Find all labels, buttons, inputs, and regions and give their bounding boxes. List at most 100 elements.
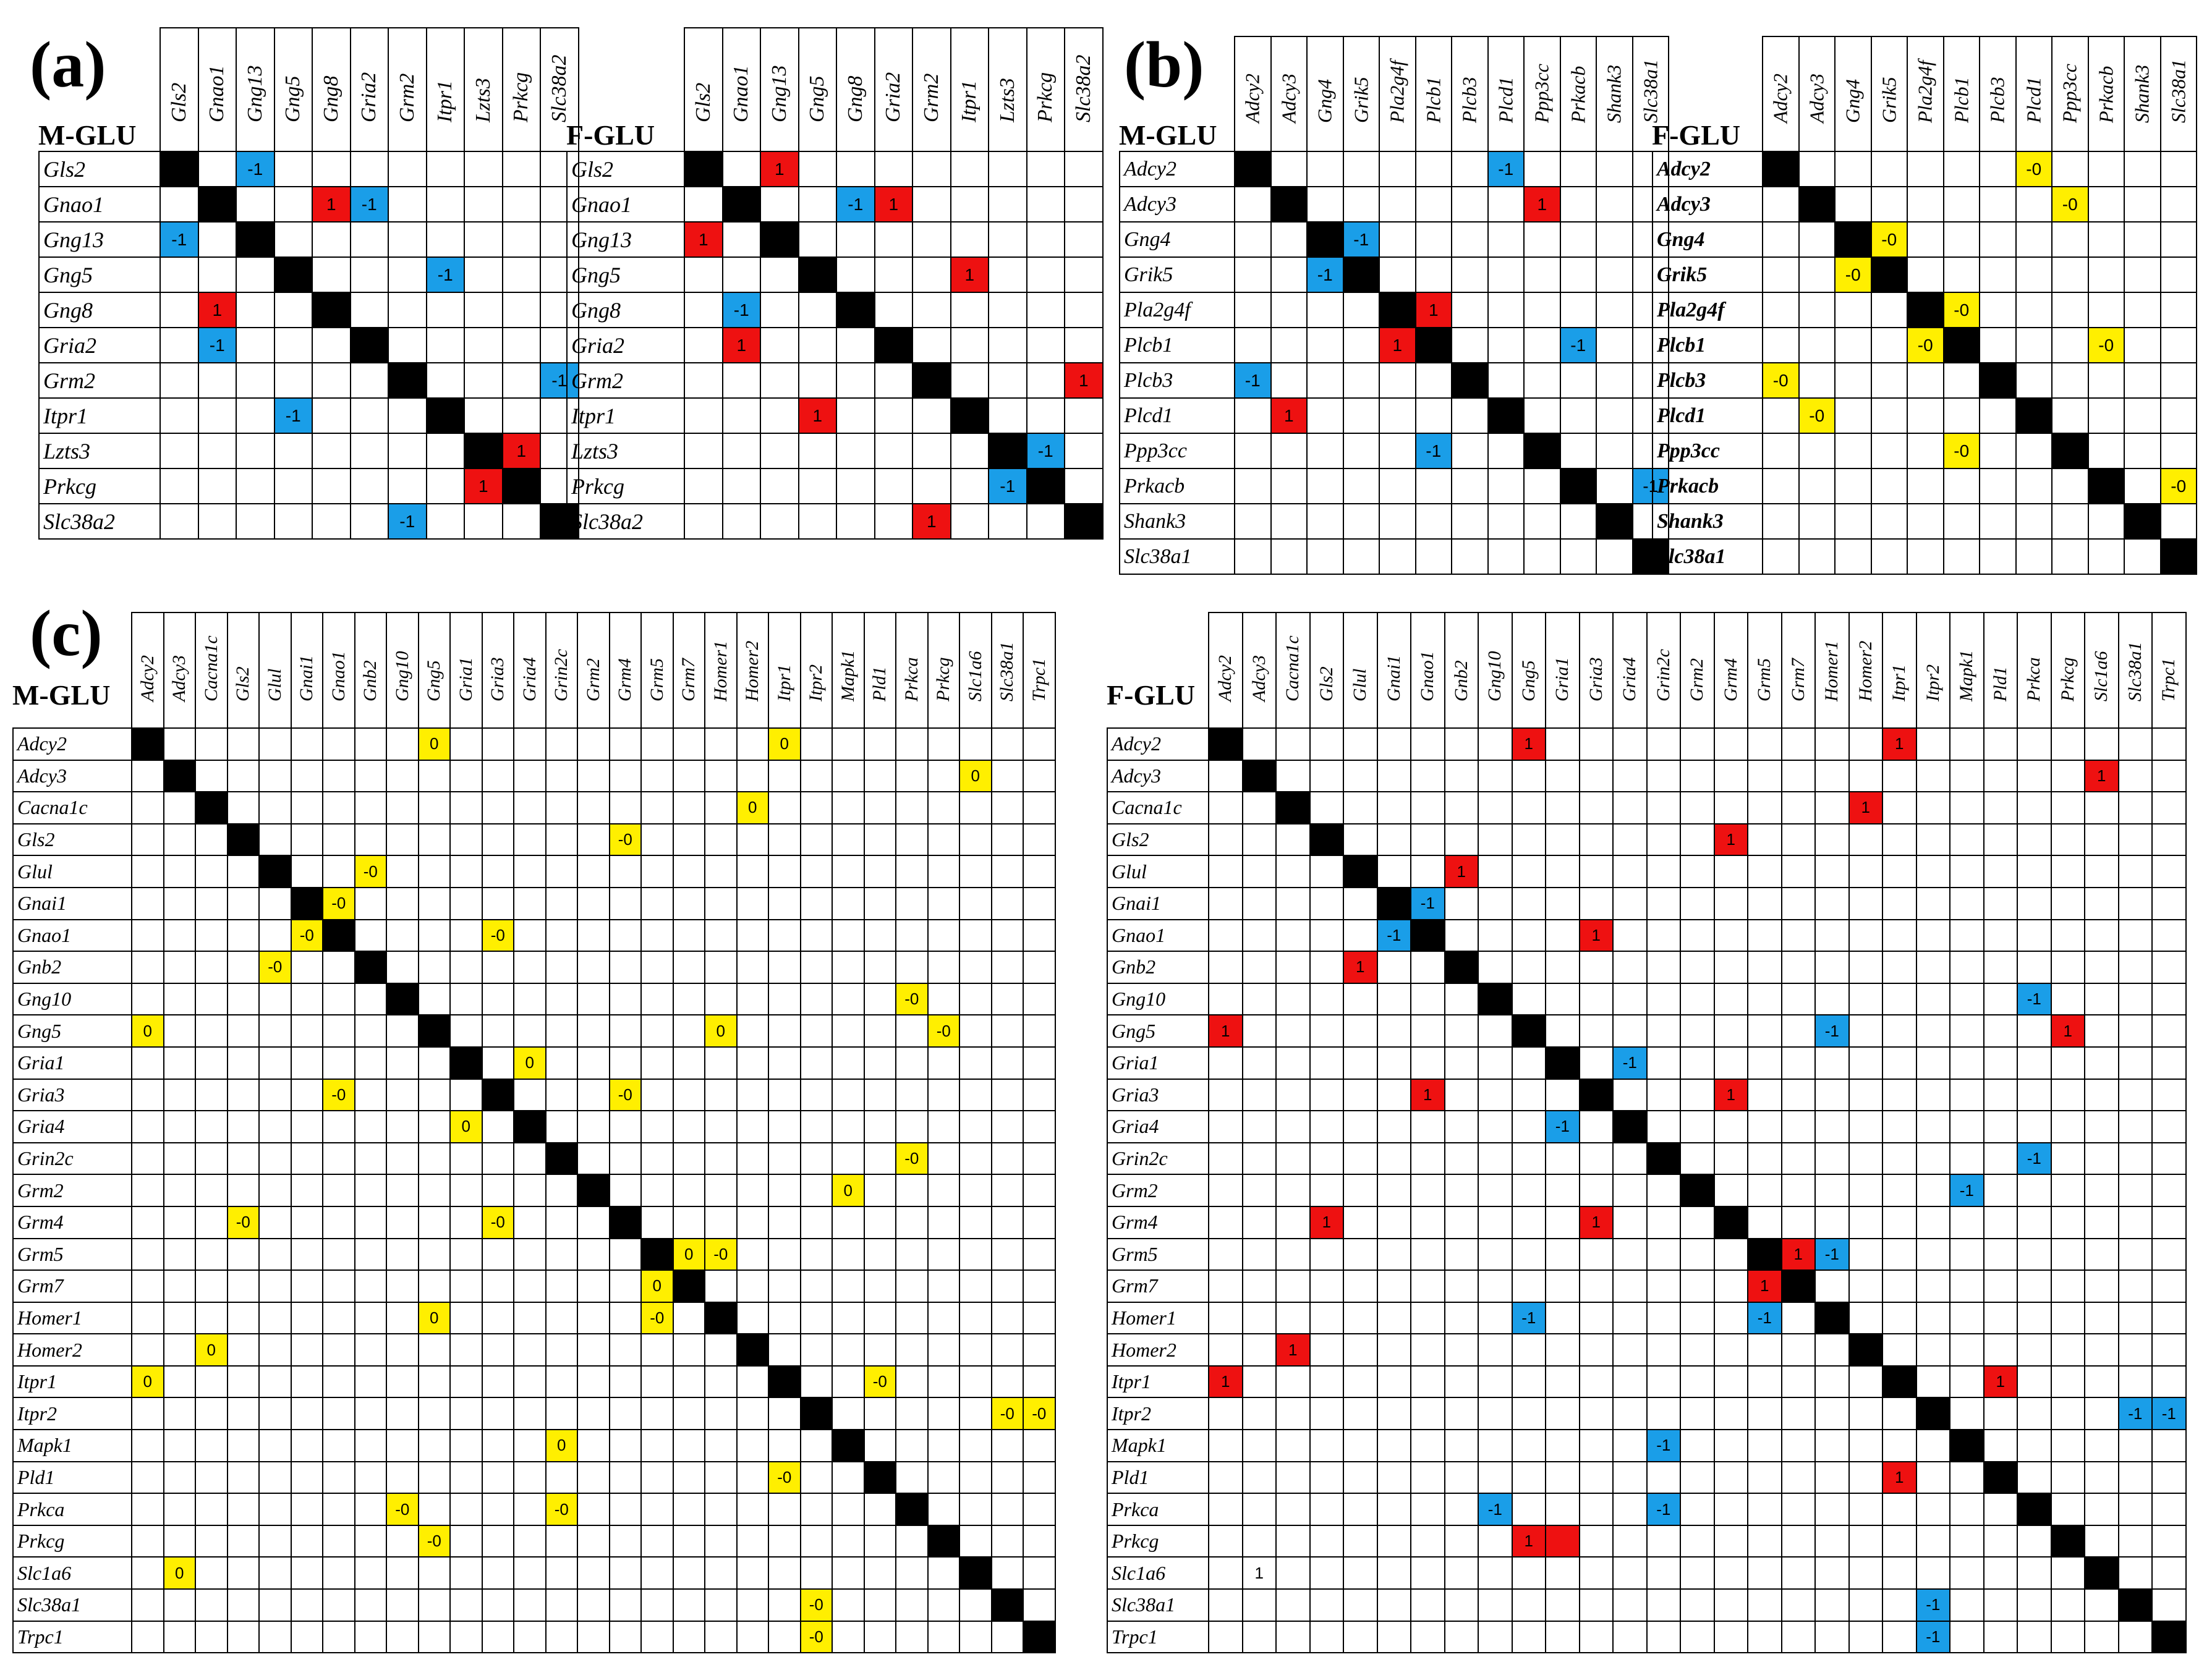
empty-cell (684, 256, 723, 293)
empty-cell (672, 1142, 705, 1176)
empty-cell (545, 1556, 578, 1590)
column-header-label: Adcy2 (137, 655, 158, 701)
column-header: Adcy2 (1208, 612, 1243, 729)
empty-cell (1646, 1301, 1681, 1335)
empty-cell (874, 221, 913, 258)
empty-cell (417, 918, 451, 952)
empty-cell (1780, 886, 1816, 920)
column-header-label: Gnao1 (730, 65, 753, 122)
matrix-row: Itpr1 0 -0 (12, 1365, 1056, 1399)
empty-cell (1870, 538, 1908, 575)
empty-cell (195, 1174, 228, 1207)
empty-cell (988, 186, 1027, 223)
empty-cell (1646, 1078, 1681, 1112)
column-header-label: Itpr2 (806, 664, 827, 701)
empty-cell (1680, 1014, 1715, 1048)
empty-cell (1241, 1237, 1277, 1271)
column-header-label: Prkca (2023, 657, 2044, 701)
empty-cell (322, 791, 355, 824)
empty-cell (1848, 1174, 1883, 1207)
empty-cell (481, 1588, 514, 1622)
empty-cell (768, 1588, 801, 1622)
empty-cell (2015, 503, 2052, 540)
empty-cell (1309, 1556, 1344, 1590)
empty-cell (990, 1110, 1024, 1143)
empty-cell (1545, 1269, 1580, 1303)
correlation-cell: 1 (1414, 292, 1452, 328)
empty-cell (1612, 1333, 1648, 1367)
matrix-row: Ppp3cc -0 (1652, 433, 2197, 469)
empty-cell (990, 1365, 1024, 1399)
empty-cell (799, 1556, 833, 1590)
empty-cell (1983, 1333, 2018, 1367)
empty-cell (322, 982, 355, 1016)
empty-cell (577, 855, 610, 888)
correlation-cell: -1 (2117, 1397, 2153, 1431)
empty-cell (1545, 1014, 1580, 1048)
column-header: Itpr1 (1882, 612, 1917, 729)
diagonal-cell (1983, 1460, 2018, 1494)
empty-cell (1983, 1556, 2018, 1590)
empty-cell (704, 1333, 738, 1367)
empty-cell (226, 1460, 260, 1494)
empty-cell (684, 186, 723, 223)
column-header-label: Grm2 (582, 658, 603, 701)
empty-cell (1023, 1174, 1056, 1207)
row-header: Ppp3cc (1652, 433, 1763, 469)
diagonal-cell (197, 186, 237, 223)
empty-cell (322, 1301, 355, 1335)
empty-cell (1023, 727, 1056, 761)
empty-cell (1578, 855, 1614, 888)
empty-cell (608, 855, 642, 888)
row-header: Prkacb (1652, 468, 1763, 504)
diagonal-cell (354, 951, 387, 984)
empty-cell (513, 1493, 547, 1526)
empty-cell (2050, 1429, 2085, 1462)
correlation-cell: -0 (386, 1493, 419, 1526)
column-header: Ppp3cc (1523, 36, 1561, 152)
empty-cell (1870, 327, 1908, 363)
empty-cell (863, 1014, 896, 1048)
empty-cell (832, 1460, 865, 1494)
row-header: Gng5 (1107, 1014, 1209, 1048)
empty-cell (449, 918, 483, 952)
empty-cell (608, 982, 642, 1016)
empty-cell (322, 1110, 355, 1143)
matrix-title: M-GLU (1119, 119, 1217, 151)
matrix-row: Gng8 -1 (566, 292, 1104, 328)
diagonal-cell (501, 468, 541, 504)
diagonal-cell (1780, 1269, 1816, 1303)
empty-cell (2017, 951, 2052, 984)
empty-cell (1410, 727, 1445, 761)
empty-cell (959, 1429, 992, 1462)
empty-cell (1064, 433, 1104, 469)
empty-cell (1979, 221, 2017, 258)
empty-cell (1343, 759, 1378, 793)
empty-cell (1983, 1110, 2018, 1143)
empty-cell (1478, 886, 1513, 920)
column-header-label: Gng5 (806, 75, 829, 122)
empty-cell (1241, 1365, 1277, 1399)
empty-cell (386, 1460, 419, 1494)
row-header: Prkcg (566, 468, 685, 504)
empty-cell (1780, 1460, 1816, 1494)
matrix-row: Glul -0 (12, 855, 1056, 888)
matrix-row: Slc38a1 (1652, 538, 2197, 575)
column-header-label: Gnb2 (360, 660, 381, 701)
empty-cell (1979, 397, 2017, 434)
row-header: Pld1 (12, 1460, 132, 1494)
empty-cell (1882, 823, 1917, 857)
empty-cell (640, 791, 674, 824)
empty-cell (481, 982, 514, 1016)
matrix-title: F-GLU (1652, 119, 1741, 151)
empty-cell (1444, 1588, 1479, 1622)
column-header: Prkca (895, 612, 929, 729)
empty-cell (895, 1460, 929, 1494)
empty-cell (163, 1237, 196, 1271)
empty-cell (1306, 327, 1344, 363)
empty-cell (799, 791, 833, 824)
empty-cell (1949, 1333, 1984, 1367)
empty-cell (927, 1301, 960, 1335)
empty-cell (640, 727, 674, 761)
panel-label: (c) (30, 597, 103, 669)
